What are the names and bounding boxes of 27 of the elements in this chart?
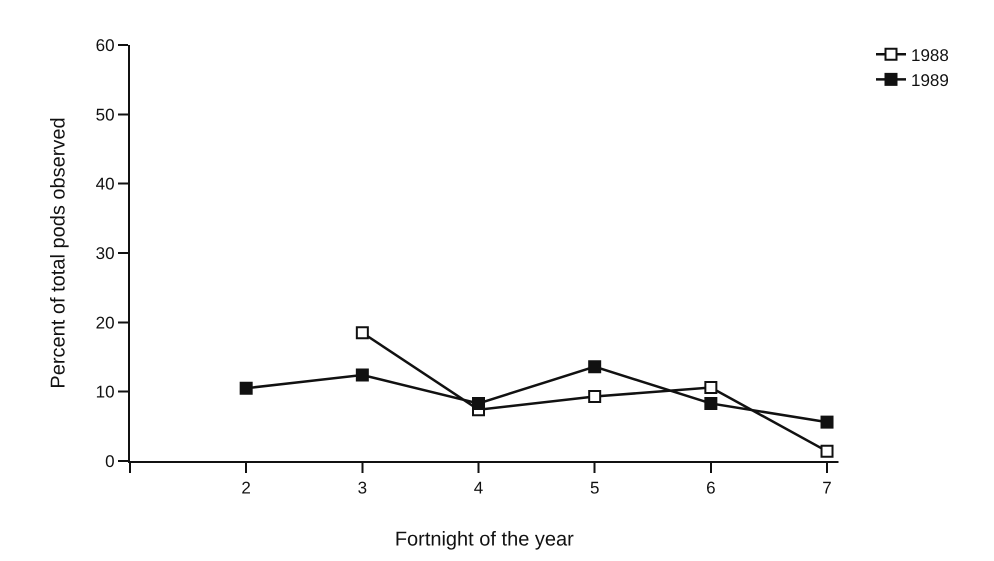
x-tick-label: 3 — [358, 478, 368, 498]
y-tick-label: 50 — [96, 105, 115, 124]
point — [588, 360, 602, 374]
x-tick-label: 2 — [241, 478, 251, 498]
x-tick-label: 6 — [706, 478, 716, 498]
y-axis-title: Percent of total pods observed — [48, 117, 70, 389]
y-tick-label: 40 — [96, 174, 115, 194]
point — [472, 396, 486, 410]
x-axis-title: Fortnight of the year — [394, 528, 574, 550]
y-tick-label: 60 — [96, 36, 115, 55]
point — [704, 396, 718, 410]
legend-label: 1989 — [911, 70, 949, 90]
y-tick-label: 0 — [105, 452, 115, 471]
x-tick-label: 7 — [822, 478, 832, 498]
y-tick-label: 30 — [96, 244, 115, 263]
point — [820, 416, 834, 429]
point — [588, 390, 602, 404]
x-tick-label: 5 — [590, 478, 600, 498]
y-tick-label: 10 — [96, 382, 115, 402]
x-tick-label: 4 — [474, 478, 484, 498]
point — [240, 382, 253, 395]
legend-label: 1988 — [911, 46, 949, 65]
point — [704, 381, 718, 394]
point — [356, 326, 369, 340]
y-tick-label: 20 — [96, 313, 115, 332]
point — [356, 368, 369, 382]
point — [820, 444, 834, 458]
